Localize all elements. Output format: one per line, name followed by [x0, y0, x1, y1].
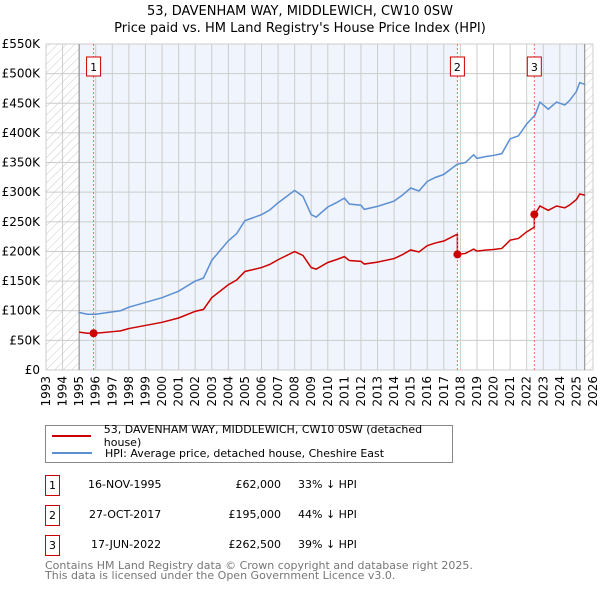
highlight-period: [457, 44, 535, 370]
sale-label: 1: [90, 61, 97, 74]
x-tick-label: 2004: [221, 376, 235, 407]
legend-item-hpi: HPI: Average price, detached house, Ches…: [46, 445, 384, 461]
x-tick-label: 2005: [238, 376, 252, 407]
hpi-line: [78, 81, 585, 316]
x-tick-label: 2024: [553, 376, 567, 407]
x-tick-label: 2000: [155, 376, 169, 407]
legend-swatch-blue: [52, 452, 92, 454]
sale-label-box: [526, 56, 542, 77]
x-tick-label: 2021: [503, 376, 517, 407]
x-tick-label: 2011: [337, 376, 351, 407]
x-tick-label: 1997: [105, 376, 119, 407]
x-tick-label: 1996: [89, 376, 103, 407]
x-tick-label: 2006: [254, 376, 268, 407]
legend: 53, DAVENHAM WAY, MIDDLEWICH, CW10 0SW (…: [45, 423, 453, 463]
sale-label-box: [449, 56, 465, 77]
sale-point: [453, 250, 462, 259]
sale-hpi-diff: 39% ↓ HPI: [298, 538, 357, 551]
sale-label: 3: [531, 61, 538, 74]
sale-marker-box: 1: [45, 475, 60, 496]
x-tick-label: 1999: [138, 376, 152, 407]
sale-row: 2 27-OCT-2017 £195,000 44% ↓ HPI: [45, 505, 465, 526]
legend-swatch-red: [52, 435, 91, 437]
x-tick-label: 2012: [354, 376, 368, 407]
sale-point: [89, 329, 98, 338]
y-tick-label: £550K: [2, 37, 42, 51]
x-tick-label: 1993: [39, 376, 53, 407]
sale-marker-box: 2: [45, 505, 60, 526]
legend-item-property: 53, DAVENHAM WAY, MIDDLEWICH, CW10 0SW (…: [46, 423, 452, 449]
price-chart: 1993 1994 1995 1996 1997 1998 1999 2000 2001 2002…: [2, 37, 600, 407]
x-tick-label: 2017: [437, 376, 451, 407]
x-tick-label: 2020: [487, 376, 501, 407]
sale-hpi-diff: 44% ↓ HPI: [298, 508, 357, 521]
x-tick-label: 1998: [122, 376, 136, 407]
y-tick-label: £350K: [2, 156, 42, 170]
y-tick-label: £300K: [2, 185, 42, 199]
sale-date: 27-OCT-2017: [89, 508, 162, 521]
subtitle-line: Price paid vs. HM Land Registry's House …: [114, 21, 486, 36]
x-tick-label: 2007: [271, 376, 285, 407]
x-tick-label: 2001: [172, 376, 186, 407]
sale-marker-box: 3: [45, 535, 60, 556]
x-tick-label: 2002: [188, 376, 202, 407]
y-tick-label: £200K: [2, 244, 42, 258]
y-tick-label: £0: [25, 363, 40, 377]
sale-row: 1 16-NOV-1995 £62,000 33% ↓ HPI: [45, 475, 465, 496]
legend-label: 53, DAVENHAM WAY, MIDDLEWICH, CW10 0SW (…: [103, 423, 423, 449]
y-tick-label: £400K: [2, 126, 42, 140]
title-line: 53, DAVENHAM WAY, MIDDLEWICH, CW10 0SW: [146, 4, 454, 19]
sale-date: 17-JUN-2022: [91, 538, 162, 551]
y-tick-label: £450K: [2, 96, 42, 110]
footer: Contains HM Land Registry data © Crown c…: [45, 559, 473, 582]
x-tick-label: 2019: [470, 376, 484, 407]
y-tick-label: £50K: [9, 333, 41, 347]
sale-hpi-diff: 33% ↓ HPI: [298, 478, 357, 491]
x-tick-label: 1995: [72, 376, 86, 407]
sale-date: 16-NOV-1995: [88, 478, 162, 491]
sale-label: 2: [454, 61, 461, 74]
x-tick-label: 2013: [371, 376, 385, 407]
footer-line: This data is licensed under the Open Gov…: [45, 569, 396, 582]
x-tick-label: 2026: [586, 376, 600, 407]
x-tick-label: 2016: [420, 376, 434, 407]
y-tick-label: £250K: [2, 215, 42, 229]
sale-row: 3 17-JUN-2022 £262,500 39% ↓ HPI: [45, 535, 465, 556]
y-tick-label: £150K: [2, 274, 42, 288]
x-tick-label: 2008: [288, 376, 302, 407]
hatched-no-data-area: [584, 44, 593, 370]
footer-line: Contains HM Land Registry data © Crown c…: [45, 559, 473, 572]
x-tick-label: 2023: [536, 376, 550, 407]
x-tick-label: 2015: [404, 376, 418, 407]
x-tick-label: 2014: [387, 376, 401, 407]
property-price-line: [79, 193, 585, 335]
x-tick-label: 2003: [205, 376, 219, 407]
sale-point: [530, 210, 539, 219]
chart-title: 53, DAVENHAM WAY, MIDDLEWICH, CW10 0SW Pr…: [0, 3, 600, 37]
sale-label-box: [86, 56, 102, 77]
x-tick-label: 2018: [453, 376, 467, 407]
legend-label: HPI: Average price, detached house, Ches…: [105, 446, 385, 460]
y-tick-label: £100K: [2, 304, 42, 318]
x-tick-label: 2010: [321, 376, 335, 407]
x-tick-label: 1994: [56, 376, 70, 407]
sale-price: £62,000: [235, 478, 282, 491]
x-tick-label: 2009: [304, 376, 318, 407]
x-tick-label: 2025: [569, 376, 583, 407]
x-tick-label: 2022: [520, 376, 534, 407]
sale-price: £262,500: [228, 538, 282, 551]
y-tick-label: £500K: [2, 67, 42, 81]
sale-price: £195,000: [228, 508, 282, 521]
